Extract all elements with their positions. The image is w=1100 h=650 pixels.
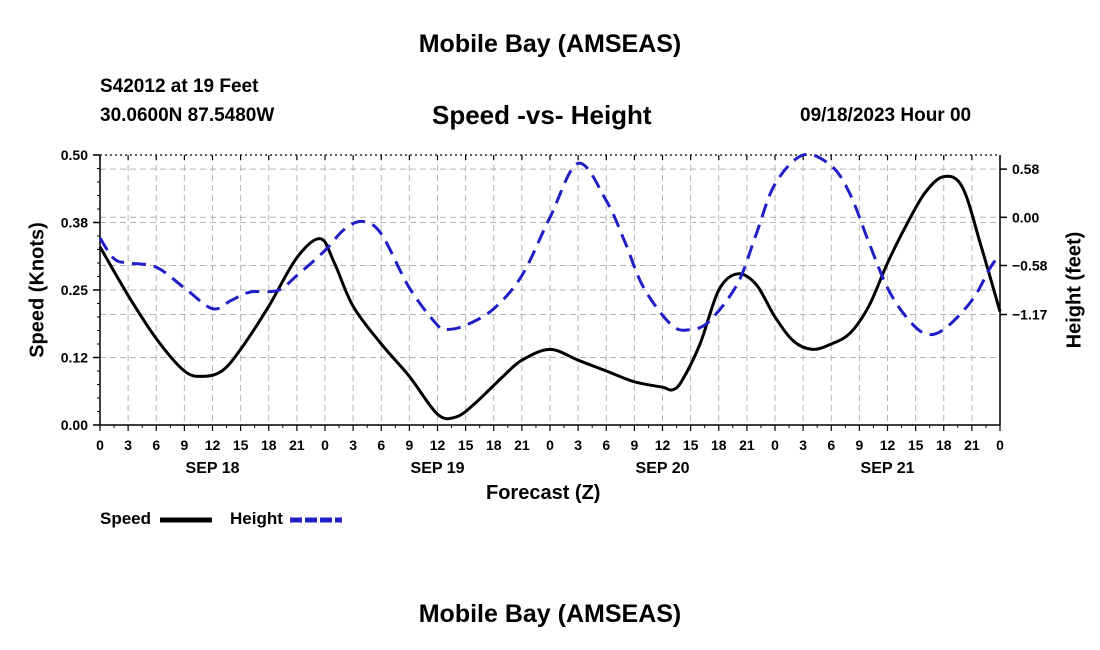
x-tick-label: 9: [180, 437, 188, 453]
left-tick-label: 0.25: [61, 282, 88, 298]
x-tick-label: 0: [546, 437, 554, 453]
right-tick-label: −0.58: [1012, 257, 1048, 273]
legend-speed-label: Speed: [100, 509, 152, 528]
x-tick-label: 3: [349, 437, 357, 453]
day-label: SEP 20: [636, 460, 690, 477]
x-tick-label: 6: [152, 437, 160, 453]
day-label: SEP 21: [861, 460, 915, 477]
x-tick-label: 18: [711, 437, 727, 453]
series-line-height: [98, 152, 1002, 337]
forecast-datetime: 09/18/2023 Hour 00: [800, 105, 972, 126]
left-tick-label: 0.38: [61, 215, 88, 231]
x-tick-label: 15: [233, 437, 249, 453]
x-tick-label: 21: [514, 437, 530, 453]
left-tick-label: 0.50: [61, 147, 88, 163]
station-label: S42012 at 19 Feet: [100, 76, 259, 97]
x-tick-label: 21: [964, 437, 980, 453]
x-tick-label: 12: [430, 437, 446, 453]
x-tick-label: 18: [936, 437, 952, 453]
x-tick-label: 0: [321, 437, 329, 453]
grid-lines: [100, 155, 1000, 425]
right-tick-label: −1.17: [1012, 307, 1048, 323]
x-tick-label: 12: [655, 437, 671, 453]
day-label: SEP 18: [186, 460, 240, 477]
x-tick-label: 18: [261, 437, 277, 453]
x-tick-label: 15: [908, 437, 924, 453]
x-tick-label: 3: [574, 437, 582, 453]
x-tick-label: 18: [486, 437, 502, 453]
x-tick-label: 0: [996, 437, 1004, 453]
main-title: Mobile Bay (AMSEAS): [418, 30, 682, 58]
coordinates-label: 30.0600N 87.5480W: [100, 105, 275, 126]
day-label: SEP 19: [411, 460, 465, 477]
left-tick-label: 0.00: [61, 417, 88, 433]
x-tick-label: 12: [880, 437, 896, 453]
x-tick-label: 9: [630, 437, 638, 453]
legend-height-label: Height: [230, 509, 283, 528]
left-tick-label: 0.12: [61, 350, 88, 366]
series-line-speed: [98, 174, 1002, 421]
x-tick-label: 6: [602, 437, 610, 453]
x-tick-label: 0: [96, 437, 104, 453]
x-tick-label: 12: [205, 437, 221, 453]
chart-title: Speed -vs- Height: [432, 100, 652, 130]
x-tick-label: 0: [771, 437, 779, 453]
x-axis-label: Forecast (Z): [486, 482, 601, 504]
x-tick-label: 9: [405, 437, 413, 453]
x-tick-label: 21: [289, 437, 305, 453]
x-tick-label: 3: [124, 437, 132, 453]
right-tick-label: 0.00: [1012, 209, 1039, 225]
x-tick-label: 6: [827, 437, 835, 453]
x-tick-label: 3: [799, 437, 807, 453]
x-tick-label: 6: [377, 437, 385, 453]
x-tick-label: 15: [683, 437, 699, 453]
x-tick-label: 15: [458, 437, 474, 453]
right-tick-label: 0.58: [1012, 161, 1039, 177]
x-tick-label: 21: [739, 437, 755, 453]
bottom-title: Mobile Bay (AMSEAS): [418, 600, 682, 628]
x-tick-label: 9: [855, 437, 863, 453]
